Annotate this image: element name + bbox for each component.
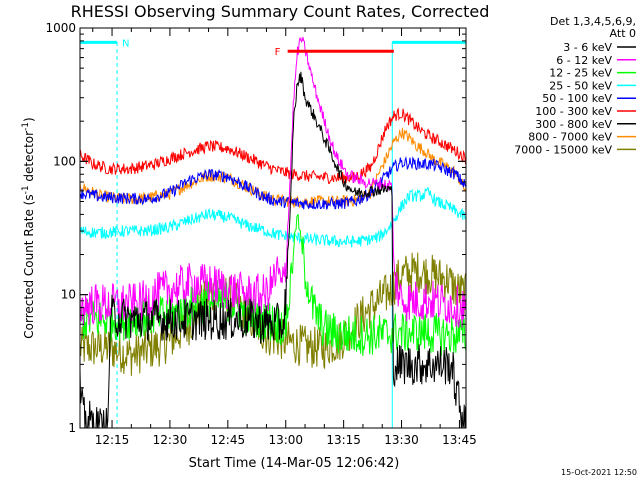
flag-label-f: F xyxy=(275,47,281,58)
x-tick-label: 12:45 xyxy=(211,433,246,447)
x-tick-label: 13:30 xyxy=(384,433,419,447)
x-tick-label: 13:15 xyxy=(326,433,361,447)
legend-label: 25 - 50 keV xyxy=(549,79,612,92)
series-line xyxy=(79,156,467,210)
legend-label: 100 - 300 keV xyxy=(535,105,612,118)
legend-label: 50 - 100 keV xyxy=(542,92,612,105)
x-axis-label: Start Time (14-Mar-05 12:06:42) xyxy=(189,456,400,471)
y-axis-label: Corrected Count Rate (s-1 detector-1) xyxy=(21,117,36,338)
legend-label: 7000 - 15000 keV xyxy=(514,143,612,156)
legend-label: 3 - 6 keV xyxy=(563,41,612,54)
flag-label-n: N xyxy=(122,38,129,49)
x-tick-label: 13:00 xyxy=(268,433,303,447)
legend-label: 12 - 25 keV xyxy=(549,67,612,80)
x-tick-label: 13:45 xyxy=(442,433,477,447)
legend-label: 6 - 12 keV xyxy=(556,54,612,67)
series-line xyxy=(79,71,467,429)
legend-label: 300 - 800 keV xyxy=(535,118,612,131)
series-line xyxy=(79,213,467,357)
plot-frame xyxy=(79,27,467,429)
legend-label: 800 - 7000 keV xyxy=(528,131,612,144)
x-tick-label: 12:15 xyxy=(95,433,130,447)
y-axis: 1 10 100 1000 xyxy=(45,21,466,435)
y-tick-label: 100 xyxy=(53,154,76,168)
x-tick-label: 12:30 xyxy=(153,433,188,447)
legend-header: Att 0 xyxy=(610,27,636,40)
y-tick-label: 1 xyxy=(68,421,76,435)
plot-area: NF xyxy=(79,27,467,429)
series-line xyxy=(79,187,466,248)
x-axis: 12:15 12:30 12:45 13:00 13:15 13:30 13:45 xyxy=(92,28,477,447)
y-tick-label: 1000 xyxy=(45,21,76,35)
series-line xyxy=(79,36,467,328)
series-line xyxy=(79,107,467,184)
series-line xyxy=(79,127,467,209)
timestamp-footer: 15-Oct-2021 12:50 xyxy=(561,468,637,477)
chart-title: RHESSI Observing Summary Count Rates, Co… xyxy=(71,2,490,21)
legend-header: Det 1,3,4,5,6,9, xyxy=(550,15,636,28)
y-tick-label: 10 xyxy=(61,288,76,302)
